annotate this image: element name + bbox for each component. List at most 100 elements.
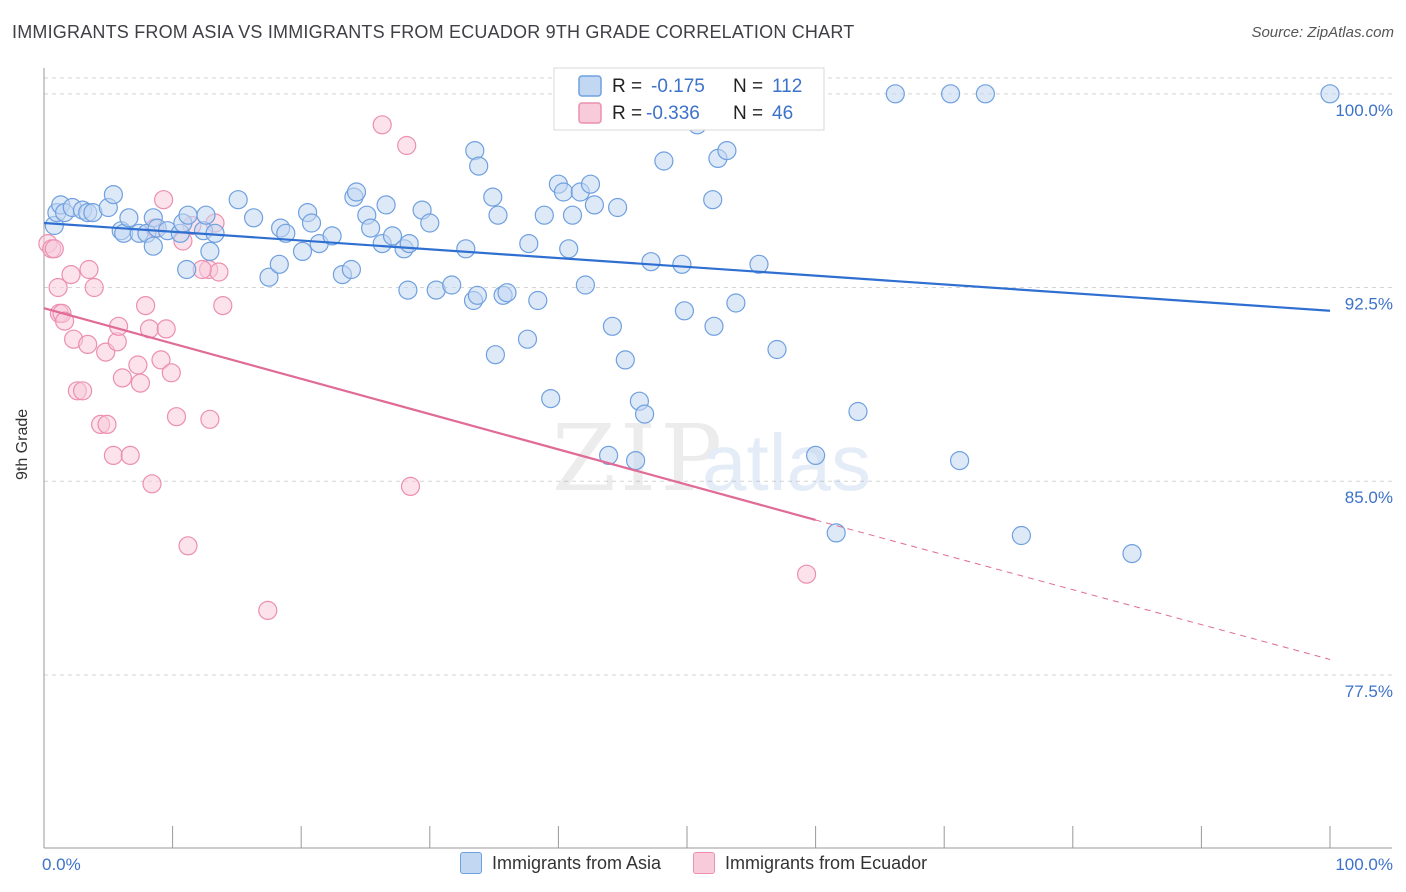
asia-point bbox=[103, 185, 124, 205]
ecuador-point bbox=[166, 407, 187, 427]
legend-asia-r-value: -0.175 bbox=[651, 76, 705, 97]
legend-box: R = -0.175 N = 112 R = -0.336 N = 46 bbox=[553, 67, 825, 131]
legend-ecuador-r-label: R = bbox=[612, 103, 642, 124]
ecuador-point bbox=[130, 373, 150, 393]
asia-point bbox=[269, 254, 289, 274]
asia-point bbox=[259, 267, 279, 287]
ecuador-point bbox=[161, 363, 181, 383]
asia-point bbox=[940, 84, 961, 104]
ecuador-point bbox=[128, 355, 148, 375]
ecuador-point bbox=[151, 350, 171, 370]
ecuador-point bbox=[372, 115, 392, 135]
asia-point bbox=[519, 234, 539, 254]
asia-point bbox=[322, 226, 342, 246]
ecuador-point bbox=[154, 190, 174, 210]
asia-point bbox=[399, 234, 419, 254]
asia-point bbox=[341, 259, 361, 280]
ecuador-point bbox=[72, 381, 93, 401]
asia-point bbox=[805, 445, 826, 465]
ecuador-point bbox=[209, 262, 229, 282]
asia-point bbox=[483, 187, 503, 207]
ecuador-point bbox=[79, 259, 99, 280]
asia-point bbox=[975, 84, 996, 104]
asia-point bbox=[674, 301, 695, 321]
ecuador-point bbox=[156, 319, 176, 339]
asia-point bbox=[672, 254, 692, 274]
asia-point bbox=[598, 445, 619, 465]
bottom-legend: Immigrants from Asia Immigrants from Ecu… bbox=[460, 852, 927, 874]
ecuador-point bbox=[178, 536, 198, 556]
ecuador-point bbox=[97, 414, 117, 434]
ecuador-point bbox=[48, 277, 68, 298]
watermark-atlas: atlas bbox=[702, 418, 871, 507]
asia-point bbox=[607, 197, 628, 218]
ecuador-point bbox=[78, 334, 98, 354]
legend-ecuador-r-value: -0.336 bbox=[646, 103, 700, 124]
x-ticks bbox=[43, 826, 1331, 848]
ecuador-point bbox=[120, 445, 140, 465]
asia-point bbox=[575, 275, 596, 295]
y-tick-label: 77.5% bbox=[1345, 682, 1393, 701]
asia-point bbox=[625, 451, 646, 471]
asia-point bbox=[559, 239, 579, 259]
y-tick-label: 85.0% bbox=[1345, 488, 1393, 507]
asia-point bbox=[398, 280, 418, 300]
legend-item-ecuador: Immigrants from Ecuador bbox=[693, 852, 927, 874]
asia-point bbox=[361, 218, 381, 238]
asia-point bbox=[541, 389, 561, 409]
ecuador-point bbox=[136, 296, 156, 316]
asia-point bbox=[143, 236, 163, 256]
asia-point bbox=[634, 404, 655, 424]
legend-asia-n-value: 112 bbox=[772, 76, 802, 97]
legend-ecuador-n-value: 46 bbox=[772, 103, 793, 124]
trend-lines bbox=[43, 221, 1331, 660]
trend-line-asia bbox=[43, 221, 1331, 312]
legend-item-asia: Immigrants from Asia bbox=[460, 852, 661, 874]
asia-point bbox=[562, 205, 583, 225]
trend-line-ecuador-extrapolated bbox=[815, 519, 1331, 660]
asia-point bbox=[1122, 543, 1142, 564]
asia-point bbox=[301, 213, 322, 233]
asia-point bbox=[703, 190, 723, 210]
x-tick-label-100: 100.0% bbox=[1335, 855, 1393, 874]
x-tick-label-0: 0.0% bbox=[42, 855, 81, 874]
asia-point bbox=[726, 293, 746, 313]
asia-point bbox=[228, 190, 248, 210]
ecuador-point bbox=[796, 564, 817, 584]
asia-point bbox=[456, 239, 476, 259]
asia-point bbox=[469, 156, 489, 176]
ecuador-point bbox=[258, 600, 278, 621]
ecuador-point bbox=[142, 474, 162, 494]
asia-point bbox=[749, 254, 769, 274]
asia-point bbox=[641, 252, 661, 272]
ecuador-point bbox=[61, 265, 81, 285]
ecuador-point bbox=[213, 296, 233, 316]
asia-point bbox=[654, 151, 674, 171]
legend-asia-n-label: N = bbox=[733, 76, 763, 97]
asia-point bbox=[196, 205, 216, 225]
asia-point bbox=[442, 275, 462, 295]
asia-point bbox=[485, 345, 505, 365]
y-tick-label: 92.5% bbox=[1345, 295, 1393, 314]
asia-point bbox=[848, 401, 868, 422]
asia-point bbox=[467, 285, 487, 305]
asia-point bbox=[276, 223, 296, 243]
ecuador-point bbox=[397, 135, 417, 156]
ecuador-point bbox=[54, 311, 75, 331]
asia-point bbox=[1011, 525, 1032, 546]
asia-point bbox=[580, 174, 601, 194]
legend-label-ecuador: Immigrants from Ecuador bbox=[725, 852, 928, 873]
asia-point bbox=[553, 182, 574, 202]
ecuador-point bbox=[200, 409, 220, 429]
legend-bottom-swatch-asia bbox=[460, 852, 482, 874]
ecuador-point bbox=[400, 476, 421, 496]
ecuador-point bbox=[84, 277, 104, 298]
asia-point bbox=[885, 84, 905, 104]
asia-point bbox=[420, 213, 440, 233]
asia-point bbox=[119, 208, 139, 228]
asia-point bbox=[704, 316, 724, 336]
ecuador-point bbox=[44, 239, 64, 259]
ecuador-point bbox=[103, 445, 124, 465]
asia-point bbox=[528, 290, 548, 311]
